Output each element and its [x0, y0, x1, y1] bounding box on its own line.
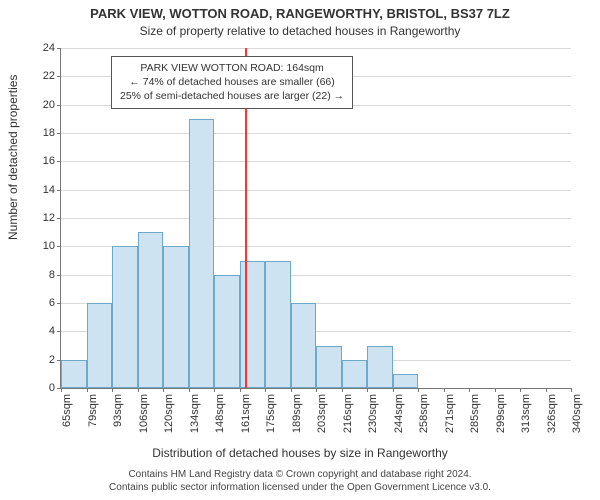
- histogram-bar: [112, 246, 138, 388]
- histogram-bar: [367, 346, 393, 389]
- histogram-bar: [240, 261, 266, 389]
- xtick-mark: [418, 388, 419, 392]
- ytick-mark: [57, 218, 61, 219]
- xtick-label: 230sqm: [367, 394, 379, 433]
- xtick-label: 244sqm: [393, 394, 405, 433]
- ytick-label: 18: [43, 127, 55, 139]
- ytick-label: 8: [49, 269, 55, 281]
- xtick-label: 134sqm: [189, 394, 201, 433]
- ytick-mark: [57, 105, 61, 106]
- xtick-mark: [367, 388, 368, 392]
- gridline-h: [61, 218, 571, 219]
- plot-area: 02468101214161820222465sqm79sqm93sqm106s…: [60, 48, 571, 389]
- histogram-bar: [163, 246, 189, 388]
- xtick-mark: [240, 388, 241, 392]
- xtick-mark: [393, 388, 394, 392]
- histogram-bar: [214, 275, 240, 388]
- xtick-label: 65sqm: [61, 394, 73, 427]
- annotation-box: PARK VIEW WOTTON ROAD: 164sqm ← 74% of d…: [111, 56, 353, 109]
- ytick-label: 20: [43, 99, 55, 111]
- annotation-line-1: PARK VIEW WOTTON ROAD: 164sqm: [120, 61, 344, 75]
- ytick-mark: [57, 76, 61, 77]
- xtick-mark: [265, 388, 266, 392]
- ytick-label: 6: [49, 297, 55, 309]
- xtick-label: 148sqm: [214, 394, 226, 433]
- gridline-h: [61, 161, 571, 162]
- ytick-label: 4: [49, 325, 55, 337]
- xtick-mark: [444, 388, 445, 392]
- xtick-label: 93sqm: [112, 394, 124, 427]
- ytick-mark: [57, 246, 61, 247]
- xtick-label: 258sqm: [418, 394, 430, 433]
- xtick-label: 203sqm: [316, 394, 328, 433]
- xtick-label: 271sqm: [444, 394, 456, 433]
- xtick-mark: [189, 388, 190, 392]
- ytick-mark: [57, 48, 61, 49]
- ytick-mark: [57, 161, 61, 162]
- xtick-mark: [495, 388, 496, 392]
- xtick-label: 106sqm: [138, 394, 150, 433]
- ytick-label: 16: [43, 155, 55, 167]
- ytick-label: 14: [43, 184, 55, 196]
- xtick-mark: [469, 388, 470, 392]
- xtick-mark: [112, 388, 113, 392]
- ytick-label: 0: [49, 382, 55, 394]
- xtick-mark: [546, 388, 547, 392]
- xtick-mark: [87, 388, 88, 392]
- histogram-bar: [291, 303, 317, 388]
- histogram-bar: [316, 346, 342, 389]
- xtick-label: 299sqm: [495, 394, 507, 433]
- x-axis-label: Distribution of detached houses by size …: [0, 446, 600, 460]
- histogram-bar: [61, 360, 87, 388]
- ytick-label: 2: [49, 354, 55, 366]
- xtick-label: 285sqm: [469, 394, 481, 433]
- xtick-label: 216sqm: [342, 394, 354, 433]
- ytick-mark: [57, 331, 61, 332]
- histogram-bar: [189, 119, 215, 388]
- gridline-h: [61, 190, 571, 191]
- xtick-mark: [316, 388, 317, 392]
- annotation-line-3: 25% of semi-detached houses are larger (…: [120, 89, 344, 103]
- xtick-label: 189sqm: [291, 394, 303, 433]
- xtick-mark: [291, 388, 292, 392]
- histogram-bar: [87, 303, 113, 388]
- footer-line-2: Contains public sector information licen…: [0, 481, 600, 494]
- xtick-mark: [61, 388, 62, 392]
- xtick-label: 120sqm: [163, 394, 175, 433]
- ytick-mark: [57, 190, 61, 191]
- gridline-h: [61, 133, 571, 134]
- xtick-label: 175sqm: [265, 394, 277, 433]
- xtick-label: 79sqm: [87, 394, 99, 427]
- ytick-label: 22: [43, 70, 55, 82]
- ytick-label: 10: [43, 240, 55, 252]
- xtick-mark: [163, 388, 164, 392]
- xtick-label: 326sqm: [546, 394, 558, 433]
- xtick-mark: [138, 388, 139, 392]
- xtick-mark: [520, 388, 521, 392]
- histogram-bar: [393, 374, 419, 388]
- ytick-mark: [57, 133, 61, 134]
- ytick-mark: [57, 303, 61, 304]
- ytick-label: 24: [43, 42, 55, 54]
- y-axis-label: Number of detached properties: [6, 75, 20, 240]
- xtick-label: 313sqm: [520, 394, 532, 433]
- ytick-label: 12: [43, 212, 55, 224]
- xtick-mark: [214, 388, 215, 392]
- xtick-label: 161sqm: [240, 394, 252, 433]
- footer-line-1: Contains HM Land Registry data © Crown c…: [0, 468, 600, 481]
- chart-title: PARK VIEW, WOTTON ROAD, RANGEWORTHY, BRI…: [0, 6, 600, 21]
- histogram-bar: [265, 261, 291, 389]
- ytick-mark: [57, 275, 61, 276]
- histogram-bar: [342, 360, 368, 388]
- gridline-h: [61, 48, 571, 49]
- chart-subtitle: Size of property relative to detached ho…: [0, 24, 600, 38]
- xtick-label: 340sqm: [571, 394, 583, 433]
- attribution-footer: Contains HM Land Registry data © Crown c…: [0, 468, 600, 494]
- histogram-bar: [138, 232, 164, 388]
- annotation-line-2: ← 74% of detached houses are smaller (66…: [120, 75, 344, 89]
- xtick-mark: [342, 388, 343, 392]
- xtick-mark: [571, 388, 572, 392]
